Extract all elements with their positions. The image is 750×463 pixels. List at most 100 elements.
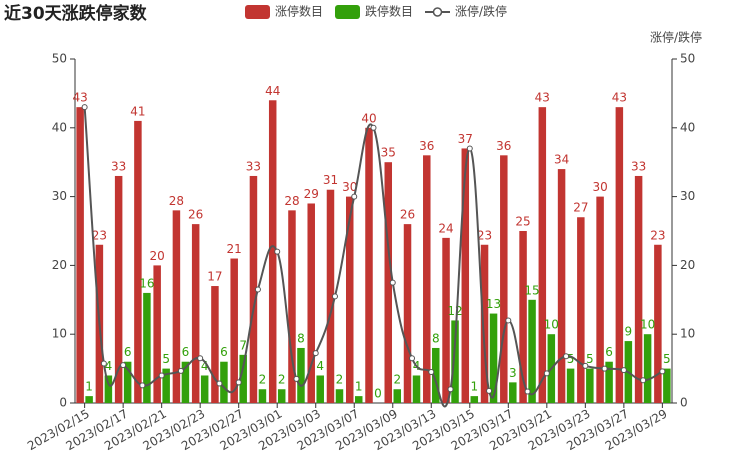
line-marker xyxy=(100,360,107,367)
bar xyxy=(596,196,604,403)
bar xyxy=(354,396,363,403)
data-label: 0 xyxy=(374,387,382,401)
bar xyxy=(384,162,393,403)
legend-swatch xyxy=(432,7,443,17)
bar xyxy=(153,265,161,403)
y2-tick-label: 30 xyxy=(680,189,695,203)
data-label: 43 xyxy=(72,91,87,105)
data-label: 12 xyxy=(447,304,462,318)
bar xyxy=(345,196,354,403)
bar xyxy=(288,210,296,403)
bar xyxy=(211,286,219,403)
bar xyxy=(268,100,277,403)
line-marker xyxy=(620,367,627,374)
bar xyxy=(76,107,84,403)
data-label: 35 xyxy=(381,146,396,160)
data-label: 2 xyxy=(336,373,344,387)
bar xyxy=(200,375,209,403)
bar xyxy=(307,203,315,403)
bar xyxy=(509,382,517,403)
y-tick-label: 0 xyxy=(59,396,67,410)
bar xyxy=(365,127,373,404)
y2-tick-label: 10 xyxy=(680,327,695,341)
data-label: 5 xyxy=(663,352,671,366)
data-label: 1 xyxy=(355,380,363,394)
data-label: 4 xyxy=(316,359,324,373)
data-label: 23 xyxy=(650,228,665,242)
data-label: 23 xyxy=(92,228,107,242)
data-label: 16 xyxy=(139,276,154,290)
bar xyxy=(326,189,335,403)
line-marker xyxy=(139,382,146,389)
data-label: 2 xyxy=(278,373,286,387)
line-marker xyxy=(293,375,300,382)
bar xyxy=(220,361,228,403)
bar xyxy=(634,175,643,403)
data-label: 29 xyxy=(304,187,319,201)
legend-label: 涨停/跌停 xyxy=(455,4,507,19)
y2-tick-label: 20 xyxy=(680,258,695,272)
line-marker xyxy=(158,372,165,379)
data-label: 43 xyxy=(535,91,550,105)
line-marker xyxy=(524,388,531,395)
y2-tick-label: 50 xyxy=(680,52,695,66)
legend-swatch xyxy=(335,5,360,19)
data-label: 2 xyxy=(259,373,267,387)
data-label: 43 xyxy=(612,91,627,105)
data-label: 10 xyxy=(640,318,655,332)
bar xyxy=(557,169,566,403)
chart-title: 近30天涨跌停家数 xyxy=(4,3,148,24)
bar xyxy=(577,217,585,403)
data-label: 20 xyxy=(150,249,165,263)
line-marker xyxy=(409,355,416,362)
legend-swatch xyxy=(245,5,270,19)
bar xyxy=(85,396,93,403)
line-marker xyxy=(389,279,396,286)
data-label: 15 xyxy=(524,283,539,297)
data-label: 5 xyxy=(586,352,594,366)
data-label: 34 xyxy=(554,153,569,167)
bar xyxy=(451,320,459,403)
bar xyxy=(316,375,324,403)
data-label: 30 xyxy=(342,180,357,194)
data-label: 36 xyxy=(419,139,434,153)
bar xyxy=(412,375,421,403)
data-label: 8 xyxy=(297,331,305,345)
bar xyxy=(258,389,267,403)
bar xyxy=(470,396,479,403)
bar xyxy=(605,361,613,403)
data-label: 21 xyxy=(227,242,242,256)
data-label: 10 xyxy=(544,318,559,332)
data-label: 28 xyxy=(169,194,184,208)
data-label: 27 xyxy=(573,201,588,215)
data-label: 2 xyxy=(393,373,401,387)
bar xyxy=(500,155,508,403)
bar xyxy=(162,368,170,403)
line-marker xyxy=(543,370,550,377)
data-label: 36 xyxy=(496,139,511,153)
bar xyxy=(519,231,527,403)
bar xyxy=(643,334,652,403)
data-label: 41 xyxy=(130,104,145,118)
data-label: 37 xyxy=(458,132,473,146)
data-label: 6 xyxy=(124,345,132,359)
data-label: 8 xyxy=(432,331,440,345)
bar xyxy=(432,347,440,403)
y-tick-label: 40 xyxy=(52,120,67,134)
line-marker xyxy=(640,377,647,384)
line-marker xyxy=(601,365,608,372)
bar xyxy=(114,175,123,403)
bar xyxy=(181,361,190,403)
data-label: 9 xyxy=(625,325,633,339)
line-marker xyxy=(331,293,338,300)
bar xyxy=(191,224,200,403)
bar xyxy=(654,244,662,403)
line-marker xyxy=(235,379,242,386)
line-marker xyxy=(370,124,377,131)
data-label: 33 xyxy=(631,159,646,173)
line-marker xyxy=(274,248,281,255)
bar xyxy=(586,368,594,403)
data-label: 26 xyxy=(188,208,203,222)
line-marker xyxy=(197,355,204,362)
